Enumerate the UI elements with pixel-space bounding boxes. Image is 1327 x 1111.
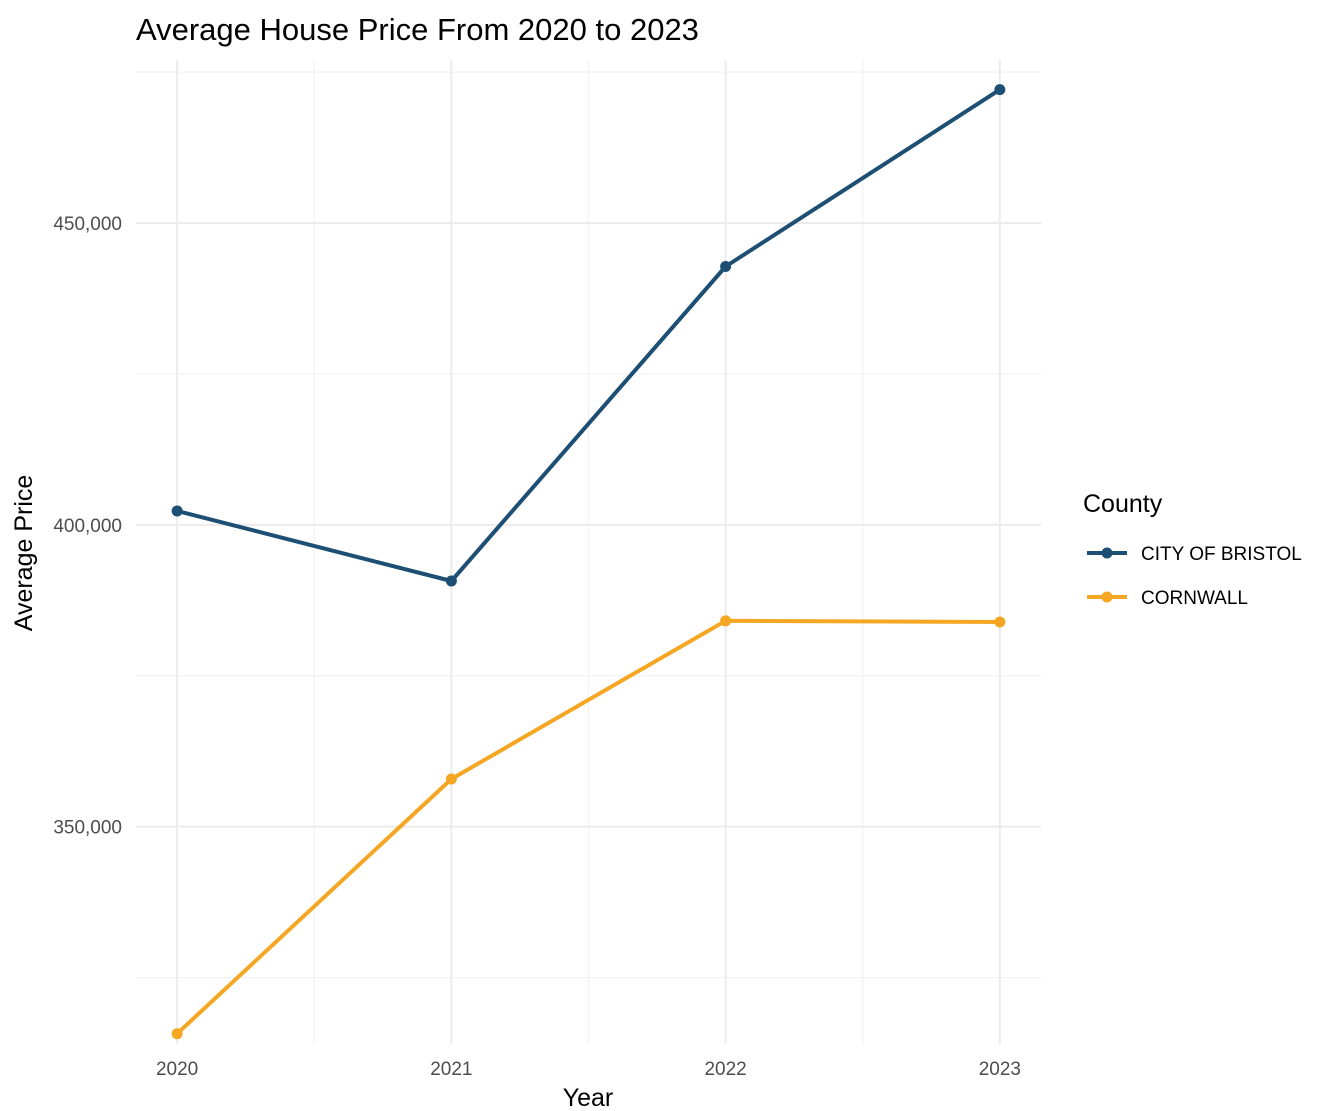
legend-items: CITY OF BRISTOL CORNWALL xyxy=(1087,544,1302,609)
chart-title: Average House Price From 2020 to 2023 xyxy=(136,12,699,47)
x-tick-label: 2022 xyxy=(704,1059,746,1080)
series-line-1 xyxy=(175,618,1000,1036)
data-point xyxy=(171,505,183,517)
data-point xyxy=(720,615,732,627)
data-point xyxy=(720,260,732,272)
y-tick-label: 400,000 xyxy=(53,516,122,537)
legend: County CITY OF BRISTOL CORNWALL xyxy=(1083,490,1302,609)
legend-key-point xyxy=(1101,547,1113,559)
minor-gridlines xyxy=(136,60,1041,1044)
data-point xyxy=(445,773,457,785)
data-point xyxy=(994,84,1006,96)
x-tick-label: 2020 xyxy=(156,1059,198,1080)
data-point xyxy=(171,1028,183,1040)
legend-title: County xyxy=(1083,490,1163,518)
series-points xyxy=(171,84,1006,1040)
legend-label: CITY OF BRISTOL xyxy=(1141,544,1302,565)
y-tick-label: 350,000 xyxy=(53,818,122,839)
legend-label: CORNWALL xyxy=(1141,588,1248,609)
major-gridlines xyxy=(136,60,1041,1044)
x-tick-label: 2021 xyxy=(430,1059,472,1080)
y-axis-tick-labels: 350,000 400,000 450,000 xyxy=(53,214,122,839)
x-axis-tick-labels: 2020 2021 2022 2023 xyxy=(156,1059,1021,1080)
series-lines xyxy=(175,87,1001,1036)
y-axis-title: Average Price xyxy=(10,475,38,632)
x-axis-title: Year xyxy=(563,1084,614,1111)
legend-key-point xyxy=(1101,591,1113,603)
data-point xyxy=(994,616,1006,628)
y-tick-label: 450,000 xyxy=(53,214,122,235)
data-point xyxy=(445,575,457,587)
x-tick-label: 2023 xyxy=(979,1059,1021,1080)
series-line-0 xyxy=(176,87,1001,583)
